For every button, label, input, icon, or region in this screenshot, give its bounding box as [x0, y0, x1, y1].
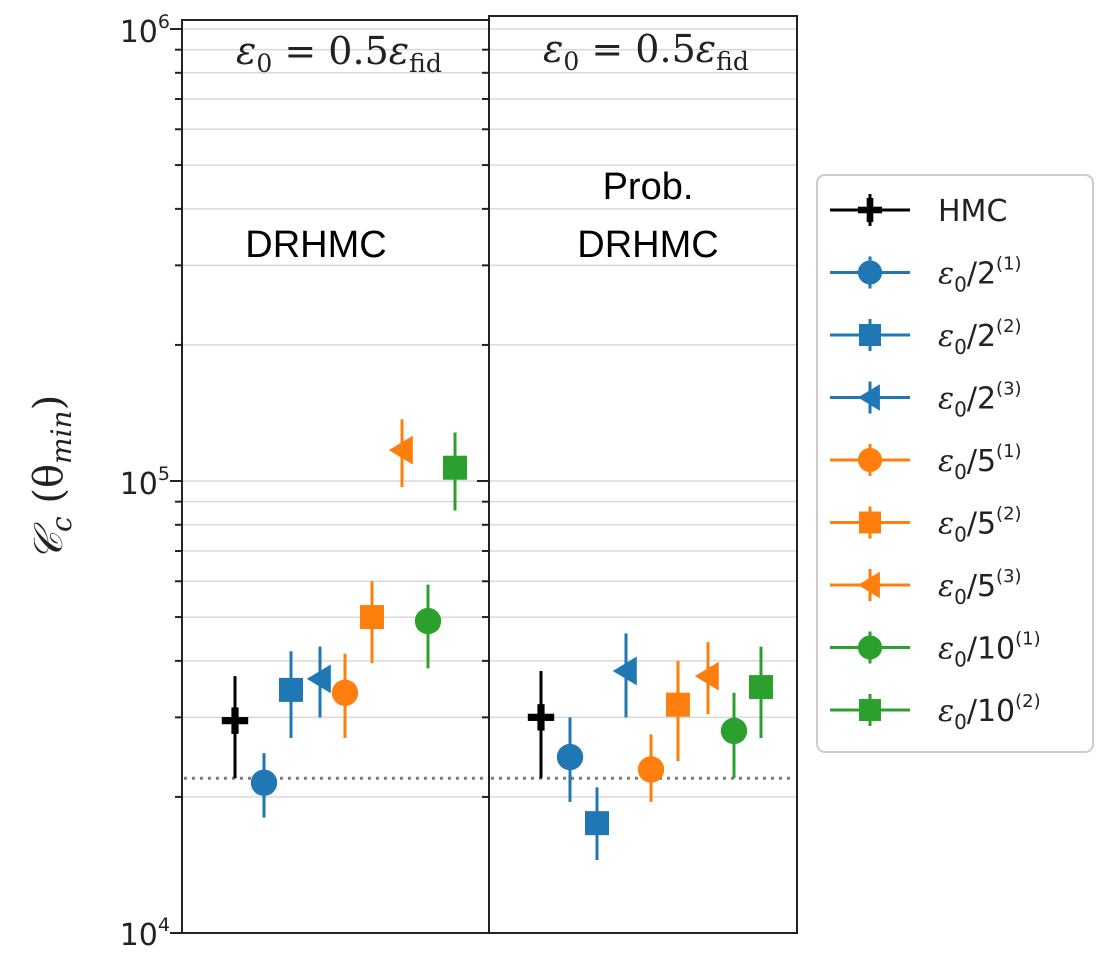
legend-triangle-left-marker [857, 571, 880, 599]
ytick-label-1e4: 104 [120, 914, 170, 953]
legend-triangle-left-marker [857, 384, 880, 411]
legend-label: HMC [938, 194, 1007, 229]
legend-circle-marker [857, 447, 883, 473]
plus-bar-v [231, 707, 239, 734]
data-point-panel-2-series-3 [612, 633, 637, 718]
legend-label: ε0/10(1) [938, 629, 1041, 672]
legend-square-marker [859, 511, 881, 534]
legend-plus-marker [857, 197, 883, 223]
triangle-left-marker [306, 664, 331, 694]
legend-label: ε0/2(1) [938, 254, 1022, 297]
circle-marker [556, 743, 584, 771]
ytick-label-1e6: 106 [120, 11, 170, 50]
legend-entry-0: HMC [830, 194, 1007, 229]
y-axis-label: 𝒞c (θmin) [26, 395, 78, 561]
circle-marker [720, 717, 748, 745]
legend-square-marker [859, 324, 881, 346]
square-marker [666, 692, 690, 717]
data-point-panel-1-series-7 [414, 584, 442, 669]
y-ticks [170, 28, 489, 934]
data-point-panel-2-series-0 [527, 670, 555, 779]
triangle-left-marker [388, 435, 413, 465]
square-marker [585, 811, 609, 836]
legend-label: ε0/5(3) [938, 566, 1022, 609]
panel-1-title: ε0 = 0.5εfid [236, 29, 442, 78]
plus-marker [221, 707, 249, 734]
square-marker [749, 675, 773, 700]
panel-1-annotation: DRHMC [245, 224, 386, 266]
data-point-panel-1-series-6 [388, 419, 413, 487]
legend-box [816, 174, 1094, 753]
legend: HMC ε0/2(1) ε0/2(2) ε0/2(3) ε0/5(1) ε0/5(2) ε0… [830, 194, 1041, 734]
data-point-panel-2-series-4 [637, 734, 665, 802]
data-point-panel-2-series-7 [720, 692, 748, 779]
square-marker [279, 677, 303, 702]
data-point-panel-2-series-8 [749, 646, 773, 739]
square-marker [443, 455, 467, 480]
legend-entry-2: ε0/2(2) [830, 316, 1022, 359]
panel-2-frame [488, 15, 798, 934]
panel-2-title: ε0 = 0.5εfid [543, 27, 749, 76]
plus-marker [527, 704, 555, 731]
circle-marker [637, 756, 665, 783]
data-point-panel-1-series-5 [360, 581, 384, 664]
panel-2-annotation-line-2: DRHMC [577, 224, 718, 266]
data-point-panel-2-series-2 [585, 787, 609, 861]
data-points [221, 419, 773, 861]
legend-label: ε0/5(2) [938, 504, 1022, 547]
data-point-panel-2-series-1 [556, 717, 584, 802]
legend-entry-5: ε0/5(2) [830, 504, 1022, 547]
data-point-panel-2-series-6 [694, 642, 719, 715]
data-point-panel-1-series-8 [443, 432, 467, 511]
panel-2-annotation-line-1: Prob. [603, 166, 694, 208]
data-point-panel-1-series-4 [331, 653, 359, 739]
circle-marker [331, 679, 359, 706]
ytick-label-1e5: 105 [120, 463, 170, 502]
data-point-panel-1-series-2 [279, 651, 303, 739]
legend-label: ε0/2(3) [938, 379, 1022, 422]
data-point-panel-1-series-3 [306, 646, 331, 718]
triangle-left-marker [612, 656, 637, 686]
plus-bar-v [866, 197, 874, 223]
legend-entry-6: ε0/5(3) [830, 566, 1022, 609]
legend-label: ε0/10(2) [938, 691, 1041, 734]
circle-marker [250, 769, 278, 796]
legend-entry-7: ε0/10(1) [830, 629, 1041, 672]
plus-bar-v [537, 704, 545, 731]
legend-circle-marker [857, 635, 883, 660]
legend-label: ε0/5(1) [938, 441, 1022, 484]
circle-marker [414, 607, 442, 635]
data-point-panel-1-series-1 [250, 753, 278, 818]
data-point-panel-2-series-5 [666, 660, 690, 762]
triangle-left-marker [694, 661, 719, 691]
legend-entry-8: ε0/10(2) [830, 691, 1041, 734]
legend-entry-4: ε0/5(1) [830, 441, 1022, 484]
legend-square-marker [859, 699, 881, 721]
square-marker [360, 605, 384, 630]
legend-label: ε0/2(2) [938, 316, 1022, 359]
data-point-panel-1-series-0 [221, 676, 249, 779]
legend-entry-3: ε0/2(3) [830, 379, 1022, 422]
legend-circle-marker [857, 260, 883, 285]
panel-1-frame [181, 19, 490, 934]
legend-entry-1: ε0/2(1) [830, 254, 1022, 297]
